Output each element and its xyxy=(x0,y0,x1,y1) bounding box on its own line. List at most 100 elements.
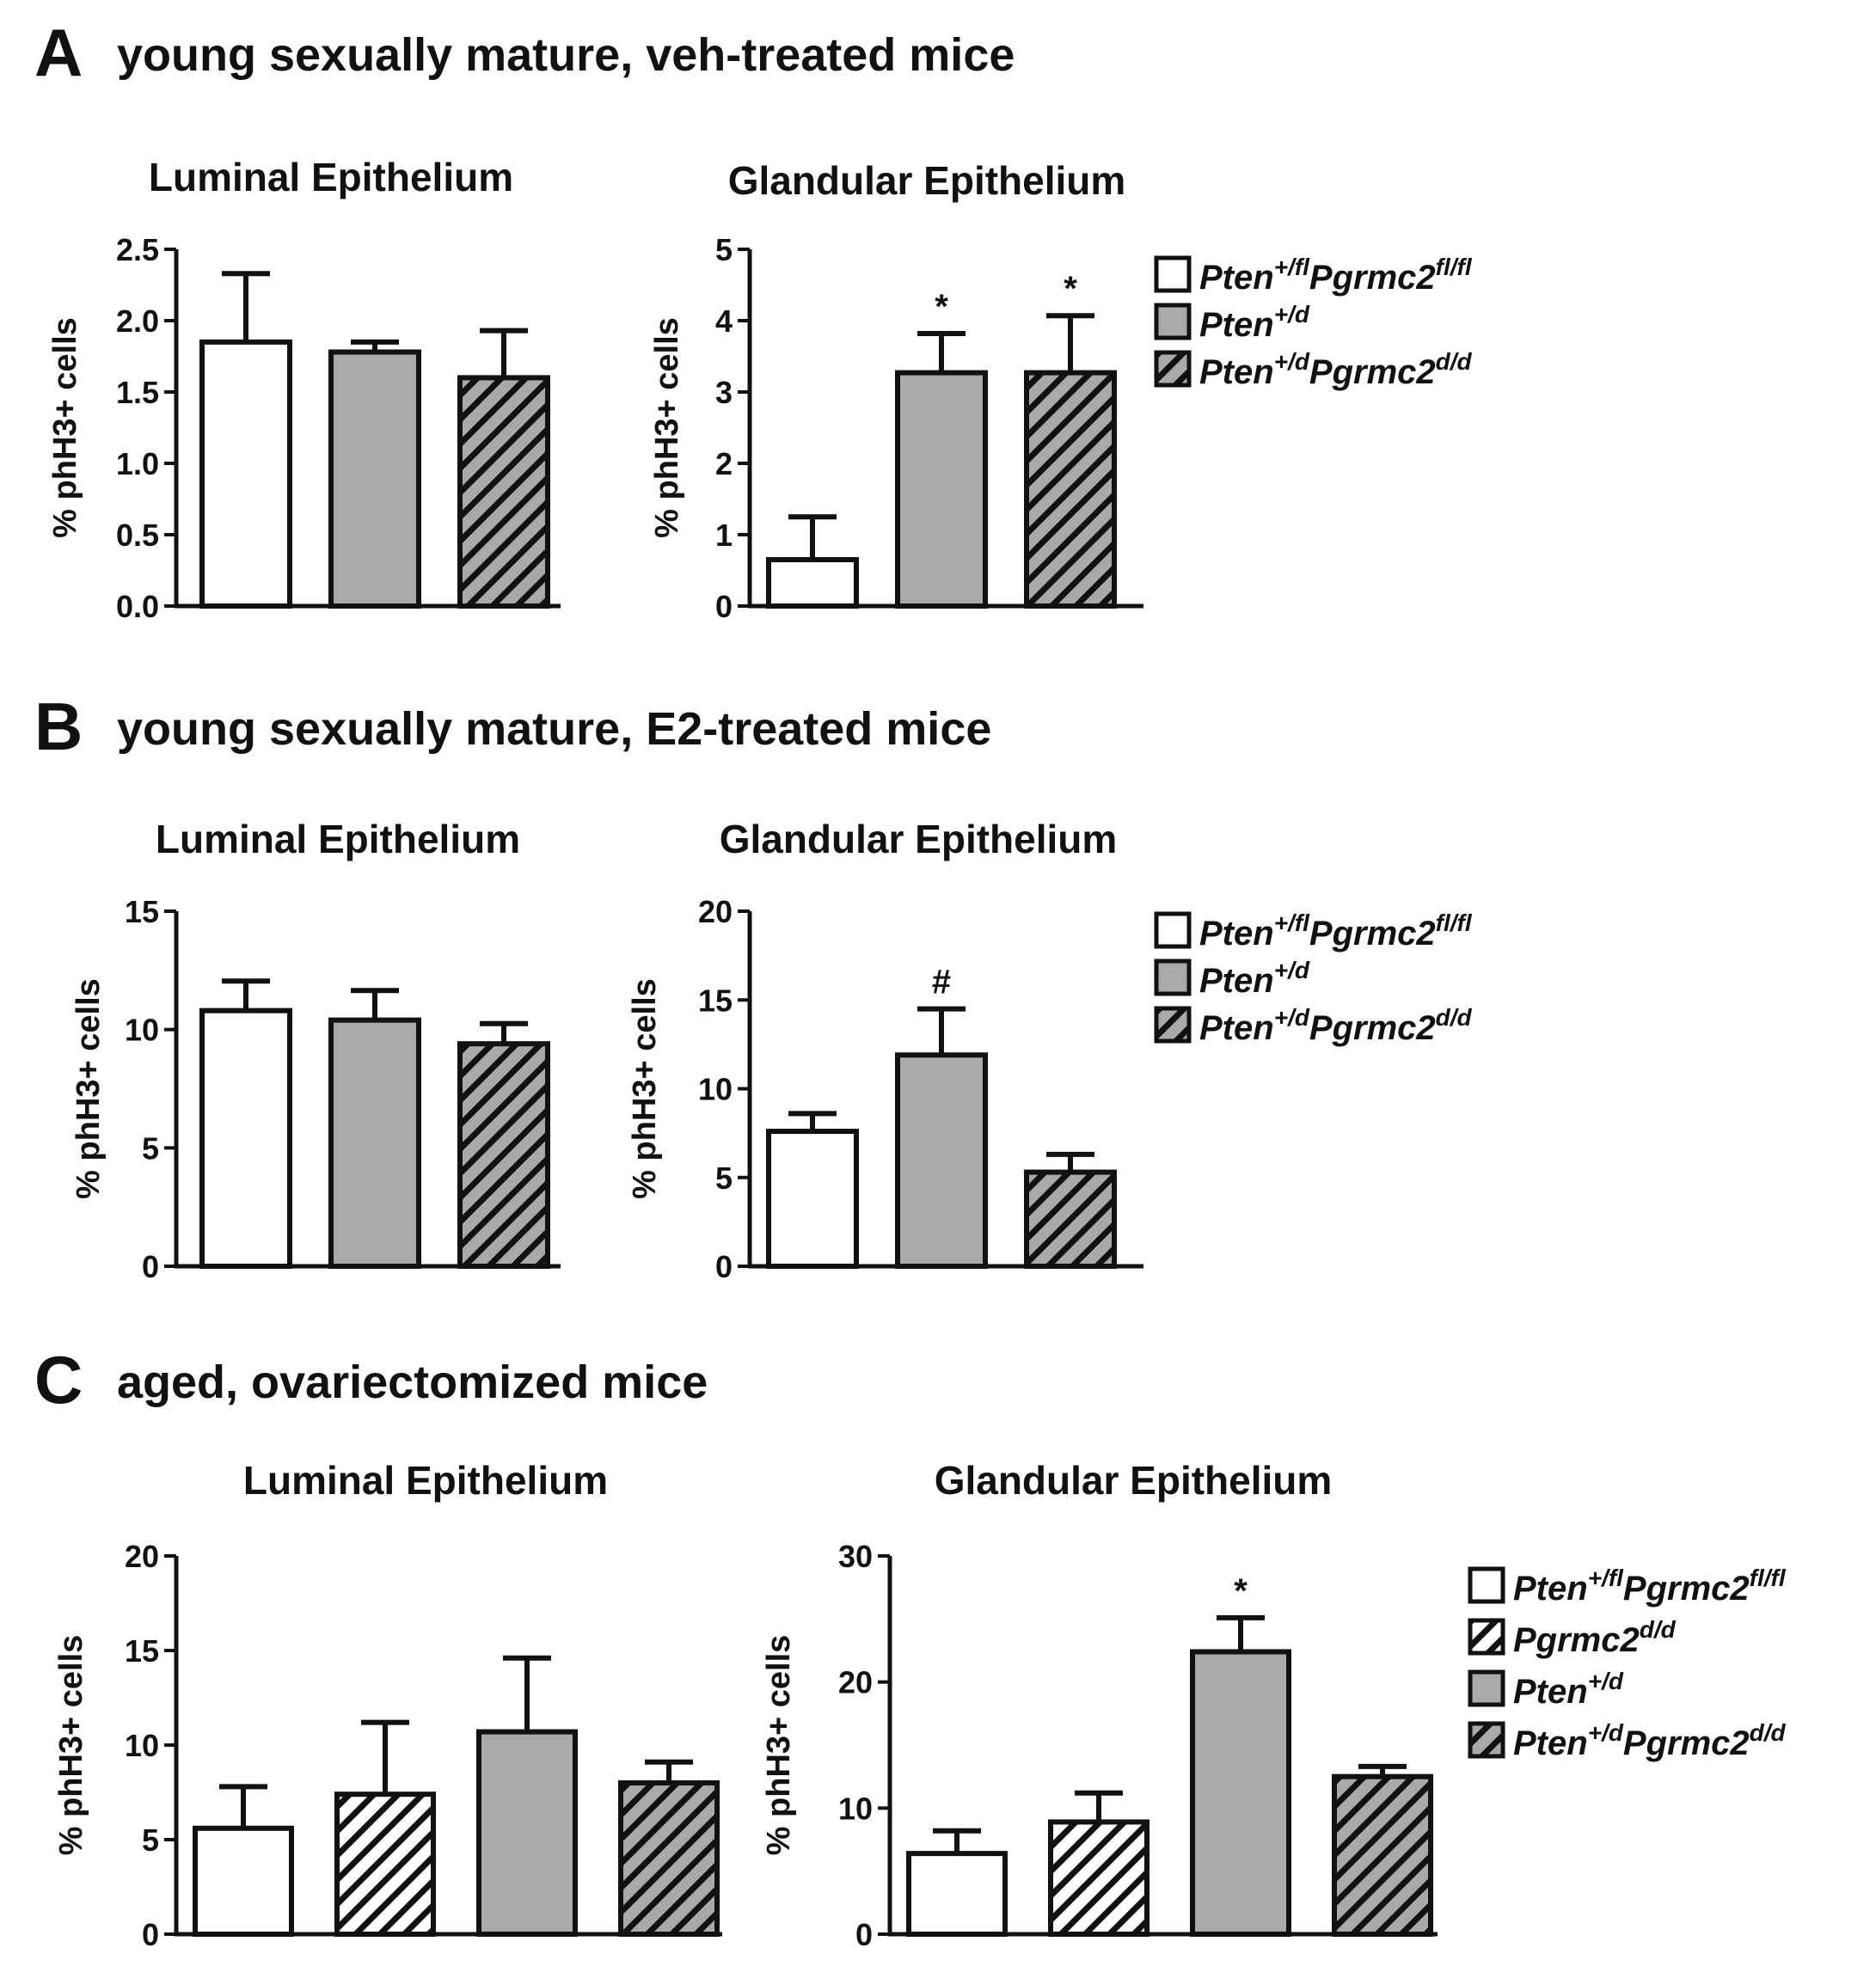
legend-label-sup2: d/d xyxy=(1436,1004,1473,1031)
legend-label-base: Pgrmc2 xyxy=(1513,1621,1640,1659)
legend-label-base: Pten xyxy=(1199,306,1274,344)
chart-title: Luminal Epithelium xyxy=(149,155,513,199)
bar xyxy=(766,1129,859,1270)
legend-swatch xyxy=(1154,911,1192,949)
legend-label: Pten+/flPgrmc2fl/fl xyxy=(1513,1565,1787,1608)
legend-item: Pten+/dPgrmc2d/d xyxy=(1468,1719,1787,1762)
legend-item: Pten+/flPgrmc2fl/fl xyxy=(1154,254,1473,297)
panel-letter-b: B xyxy=(34,689,83,764)
legend-item: Pten+/d xyxy=(1154,957,1310,1000)
legend-label-base2: Pgrmc2 xyxy=(1309,353,1436,391)
legend-label-sup2: d/d xyxy=(1750,1719,1787,1746)
bar xyxy=(328,349,421,609)
chart-title: Glandular Epithelium xyxy=(720,817,1118,861)
legend-item: Pten+/dPgrmc2d/d xyxy=(1154,1004,1473,1047)
legend-label-sup2: fl/fl xyxy=(1436,254,1473,280)
y-tick-label: 5 xyxy=(142,1822,159,1858)
y-tick-label: 20 xyxy=(698,894,733,929)
legend-swatch xyxy=(1468,1669,1505,1707)
y-tick-label: 20 xyxy=(838,1665,873,1700)
legend-label-base: Pten xyxy=(1513,1724,1588,1762)
bar xyxy=(895,370,988,609)
legend-item: Pten+/flPgrmc2fl/fl xyxy=(1154,910,1473,952)
legend-c: Pten+/flPgrmc2fl/flPgrmc2d/dPten+/dPten+… xyxy=(1468,1565,1787,1762)
legend-label: Pten+/d xyxy=(1513,1668,1624,1711)
section-heading-a: young sexually mature, veh-treated mice xyxy=(117,29,1015,81)
legend-b: Pten+/flPgrmc2fl/flPten+/dPten+/dPgrmc2d… xyxy=(1154,910,1473,1047)
chart-b-glandular: Glandular Epithelium % phH3+ cells 0 5 10 15 2… xyxy=(627,817,1143,1284)
y-axis-label: % phH3+ cells xyxy=(627,978,663,1199)
chart-title: Luminal Epithelium xyxy=(156,817,520,861)
y-tick-label: 4 xyxy=(715,303,733,339)
y-tick-label: 15 xyxy=(125,1633,159,1669)
legend-label-base: Pten xyxy=(1199,915,1274,952)
legend-swatch xyxy=(1154,959,1192,996)
legend-label-base: Pten xyxy=(1513,1570,1588,1608)
legend-swatch xyxy=(1154,303,1192,340)
bar xyxy=(199,1007,292,1269)
y-tick-label: 5 xyxy=(142,1130,159,1166)
legend-label-sup: +/fl xyxy=(1274,254,1310,280)
legend-label: Pten+/dPgrmc2d/d xyxy=(1199,348,1473,391)
section-heading-b: young sexually mature, E2-treated mice xyxy=(117,703,991,755)
legend-label: Pten+/d xyxy=(1199,301,1310,344)
y-axis-label: % phH3+ cells xyxy=(649,317,685,538)
bar xyxy=(1332,1773,1433,1938)
legend-item: Pgrmc2d/d xyxy=(1468,1616,1677,1659)
legend-label-sup: +/d xyxy=(1588,1668,1624,1694)
y-tick-label: 10 xyxy=(125,1728,159,1763)
bar xyxy=(1024,370,1117,609)
bar xyxy=(1190,1649,1291,1937)
y-tick-label: 5 xyxy=(715,1161,733,1196)
legend-swatch xyxy=(1154,1006,1192,1044)
chart-title: Glandular Epithelium xyxy=(935,1458,1333,1503)
legend-label-sup: +/d xyxy=(1274,1004,1310,1031)
legend-label-sup: +/fl xyxy=(1588,1565,1624,1591)
legend-label-sup: +/d xyxy=(1274,348,1310,375)
legend-label-sup: +/fl xyxy=(1274,910,1310,936)
panel-letter-a: A xyxy=(34,15,83,90)
bar xyxy=(476,1729,578,1937)
bar xyxy=(199,339,292,609)
y-tick-label: 20 xyxy=(125,1539,159,1574)
chart-a-luminal: Luminal Epithelium % phH3+ cells 0.0 0.5 1.0… xyxy=(47,155,561,624)
bar xyxy=(906,1851,1008,1937)
bar xyxy=(766,557,859,609)
significance-marker: * xyxy=(1064,270,1077,308)
chart-title: Glandular Epithelium xyxy=(728,158,1126,203)
y-tick-label: 1 xyxy=(715,518,733,553)
legend-label-base: Pten xyxy=(1199,962,1274,1000)
legend-label-base: Pten xyxy=(1513,1673,1588,1711)
legend-label-base2: Pgrmc2 xyxy=(1623,1724,1750,1762)
bar xyxy=(1048,1819,1150,1937)
bar xyxy=(1024,1169,1117,1270)
legend-label-base: Pten xyxy=(1199,259,1274,297)
y-axis-label: % phH3+ cells xyxy=(47,317,83,538)
chart-c-glandular: Glandular Epithelium % phH3+ cells 0 10 20 30… xyxy=(761,1458,1438,1952)
legend-label-sup: d/d xyxy=(1640,1616,1677,1643)
y-tick-label: 10 xyxy=(125,1013,159,1048)
y-tick-label: 15 xyxy=(698,983,733,1018)
legend-a: Pten+/flPgrmc2fl/flPten+/dPten+/dPgrmc2d… xyxy=(1154,254,1473,391)
section-heading-c: aged, ovariectomized mice xyxy=(117,1357,708,1408)
legend-label: Pten+/flPgrmc2fl/fl xyxy=(1199,254,1473,297)
legend-swatch xyxy=(1468,1566,1505,1604)
legend-label-sup: +/d xyxy=(1274,957,1310,983)
y-tick-label: 0.0 xyxy=(116,589,159,624)
legend-label-base2: Pgrmc2 xyxy=(1309,915,1436,952)
bar xyxy=(328,1017,421,1269)
legend-swatch xyxy=(1468,1721,1505,1759)
legend-label-base2: Pgrmc2 xyxy=(1309,259,1436,297)
y-tick-label: 2.5 xyxy=(116,232,159,267)
legend-label-sup: +/d xyxy=(1588,1719,1624,1746)
significance-marker: * xyxy=(935,288,948,326)
legend-swatch xyxy=(1154,350,1192,388)
legend-swatch xyxy=(1154,255,1192,293)
legend-item: Pten+/dPgrmc2d/d xyxy=(1154,348,1473,391)
y-tick-label: 30 xyxy=(838,1539,873,1574)
legend-label: Pten+/flPgrmc2fl/fl xyxy=(1199,910,1473,952)
panel-letter-c: C xyxy=(34,1342,83,1418)
y-tick-label: 1.0 xyxy=(116,446,159,481)
bar xyxy=(618,1780,720,1937)
